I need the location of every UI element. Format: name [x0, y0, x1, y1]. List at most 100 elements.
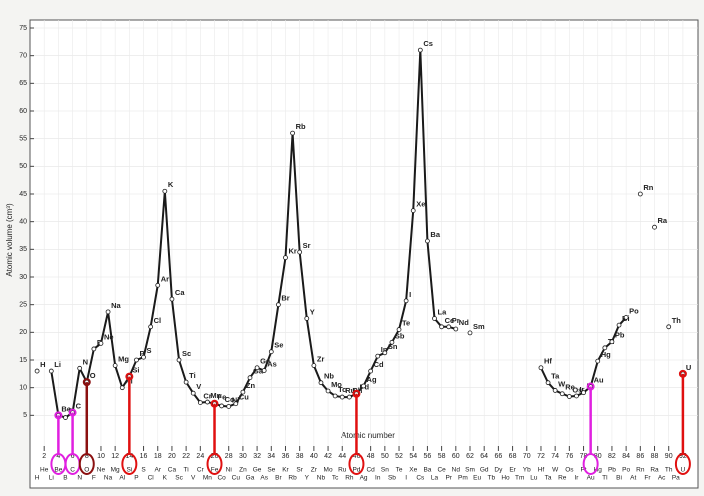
point-label: Re — [565, 383, 575, 392]
data-point — [261, 368, 267, 373]
element-symbol: Pd — [352, 467, 360, 474]
element-symbol: Sb — [388, 475, 396, 482]
data-point — [247, 375, 253, 381]
data-point — [318, 380, 324, 386]
element-symbol: He — [40, 467, 49, 474]
element-symbol: As — [260, 475, 268, 482]
data-point — [666, 324, 672, 330]
element-symbol: Ag — [360, 475, 368, 482]
data-point — [581, 390, 586, 396]
element-symbol: N — [77, 475, 82, 482]
data-point — [361, 383, 366, 389]
x-tick-label: 44 — [338, 453, 346, 460]
y-tick-label: 70 — [19, 53, 27, 60]
data-point — [268, 349, 274, 355]
data-point — [254, 365, 260, 371]
element-symbol: Ac — [658, 475, 666, 482]
data-point — [403, 298, 409, 304]
x-tick-label: 18 — [154, 453, 162, 460]
element-symbol: Gd — [480, 467, 489, 474]
y-tick-label: 40 — [19, 219, 27, 226]
element-symbol: O — [84, 467, 89, 474]
element-symbol: Tm — [515, 475, 524, 482]
data-point — [602, 345, 608, 351]
element-symbol: Be — [54, 467, 62, 474]
data-point — [410, 208, 416, 214]
element-symbol: H — [35, 475, 40, 482]
element-symbol: Ru — [338, 467, 347, 474]
x-tick-label: 92 — [679, 453, 687, 460]
x-tick-label: 10 — [97, 453, 105, 460]
point-label: Au — [594, 376, 604, 385]
x-tick-label: 14 — [125, 453, 133, 460]
element-symbol: Xe — [409, 467, 417, 474]
element-symbol: Os — [565, 467, 574, 474]
data-point — [233, 401, 239, 407]
point-label: Po — [629, 306, 639, 315]
point-label: Ir — [579, 385, 584, 394]
highlight-point — [352, 389, 361, 398]
element-symbol: Eu — [473, 475, 481, 482]
data-point — [425, 238, 430, 244]
data-point — [396, 327, 402, 332]
point-label: Fe — [218, 393, 227, 402]
data-point — [162, 188, 168, 194]
element-symbol: Rb — [288, 475, 297, 482]
data-point — [545, 380, 551, 386]
x-tick-label: 64 — [480, 453, 488, 460]
data-point — [637, 191, 643, 197]
element-symbol: Pb — [608, 467, 616, 474]
data-point — [105, 309, 111, 315]
data-point — [538, 365, 544, 371]
data-point — [382, 350, 388, 356]
data-point — [141, 354, 146, 360]
data-point — [432, 316, 437, 321]
element-symbol: In — [375, 475, 381, 482]
data-point — [219, 403, 225, 409]
data-point — [325, 388, 331, 394]
element-symbol: Cl — [148, 475, 155, 482]
point-label: Zn — [246, 381, 256, 390]
point-label: Ni — [232, 395, 240, 404]
element-symbol: Y — [305, 475, 310, 482]
element-symbol: Nd — [452, 467, 461, 474]
point-label: I — [409, 290, 411, 299]
element-symbol: Fr — [644, 475, 651, 482]
data-point — [112, 363, 118, 368]
y-tick-label: 50 — [19, 163, 27, 170]
element-symbol: Er — [509, 467, 516, 474]
data-point — [368, 368, 374, 374]
highlight-point — [586, 382, 595, 391]
element-symbol: Pt — [580, 467, 586, 474]
point-label: Sn — [388, 342, 398, 351]
highlight-ring — [121, 453, 138, 475]
element-symbol: P — [134, 475, 138, 482]
y-tick-label: 55 — [19, 136, 27, 143]
point-label: Ra — [658, 216, 668, 225]
point-label: Te — [402, 319, 410, 328]
x-tick-label: 36 — [282, 453, 290, 460]
x-tick-label: 34 — [267, 453, 275, 460]
element-symbol: Po — [622, 467, 630, 474]
element-symbol: Rn — [636, 467, 645, 474]
data-point — [205, 399, 210, 405]
x-tick-label: 24 — [196, 453, 204, 460]
x-tick-label: 76 — [565, 453, 573, 460]
point-label: Kr — [288, 247, 296, 256]
point-label: Ti — [189, 371, 196, 380]
point-label: Os — [572, 386, 582, 395]
element-symbol: Cd — [366, 467, 375, 474]
x-tick-label: 28 — [225, 453, 233, 460]
point-label: U — [686, 363, 691, 372]
element-symbol: U — [681, 467, 686, 474]
point-label: Nb — [324, 372, 334, 381]
data-point — [169, 296, 175, 302]
element-symbol: Dy — [494, 467, 503, 474]
y-tick-label: 60 — [19, 108, 27, 115]
x-tick-label: 6 — [71, 453, 75, 460]
data-point — [623, 314, 629, 320]
highlight-point — [210, 399, 219, 408]
data-point — [332, 393, 338, 399]
element-symbol: Hf — [538, 467, 545, 474]
